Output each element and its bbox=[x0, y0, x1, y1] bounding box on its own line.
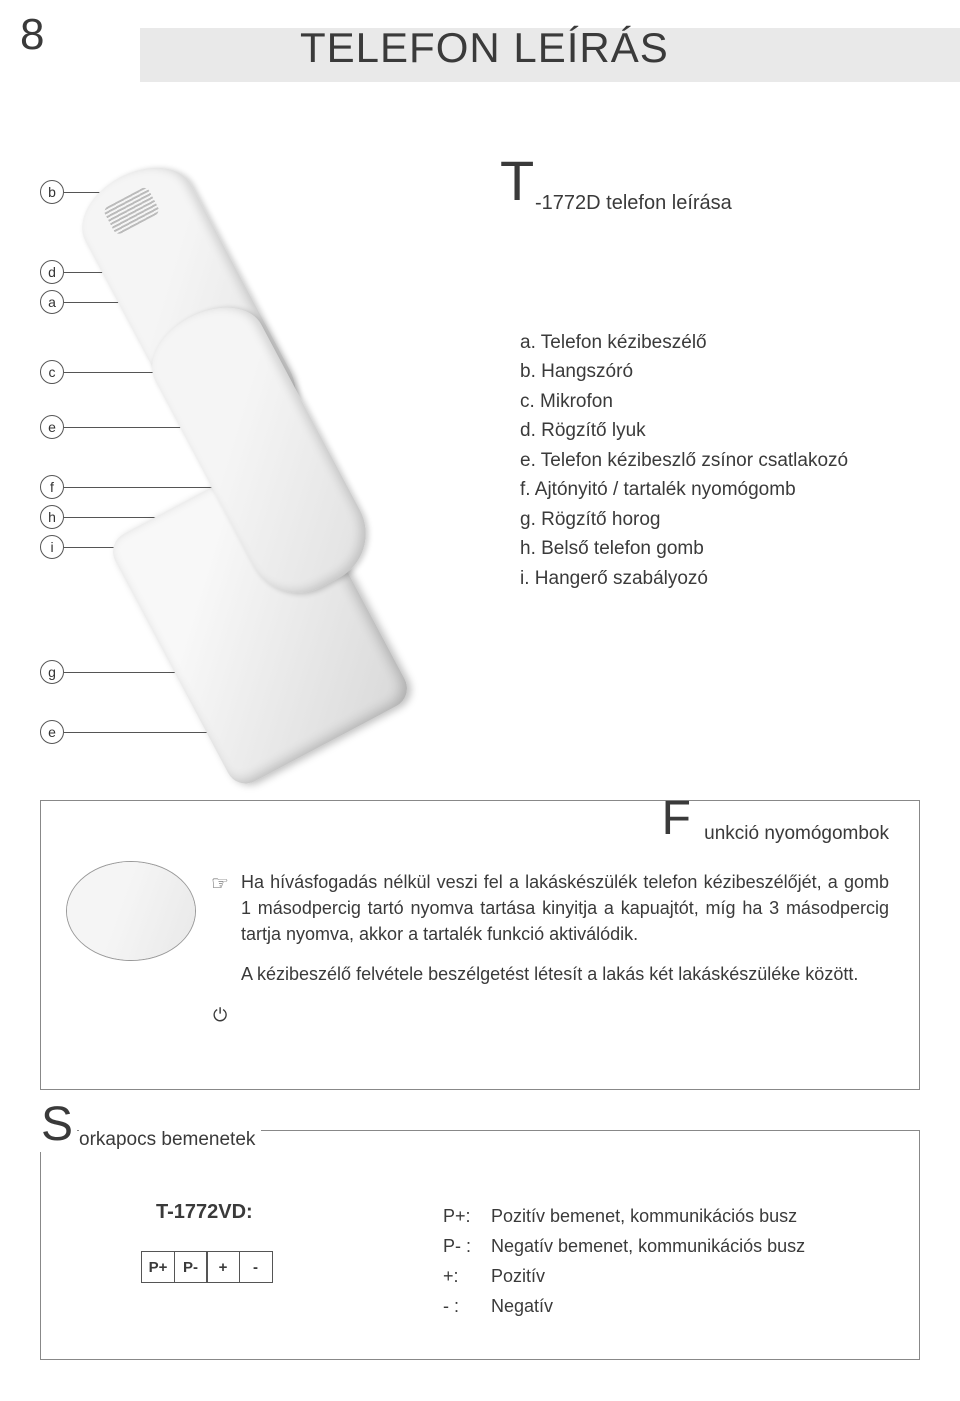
page-title: TELEFON LEÍRÁS bbox=[300, 24, 669, 72]
term-key: P- : bbox=[443, 1233, 489, 1261]
term-value: Pozitív bemenet, kommunikációs busz bbox=[491, 1203, 805, 1231]
power-icon: ⏻ bbox=[213, 1005, 227, 1026]
phone-diagram: b d a c e f h i g e bbox=[20, 100, 460, 740]
terminal-definitions: P+: Pozitív bemenet, kommunikációs busz … bbox=[441, 1201, 807, 1323]
table-row: P+: Pozitív bemenet, kommunikációs busz bbox=[443, 1203, 805, 1231]
function-heading: unkció nyomógombok bbox=[704, 823, 889, 845]
callout-label: h bbox=[40, 505, 64, 529]
table-row: - : Negatív bbox=[443, 1293, 805, 1321]
subtitle: -1772D telefon leírása bbox=[535, 192, 732, 215]
list-item: g. Rögzítő horog bbox=[520, 505, 848, 534]
speaker-grille-icon bbox=[102, 186, 160, 236]
terminal-cell: + bbox=[206, 1251, 240, 1283]
list-item: i. Hangerő szabályozó bbox=[520, 564, 848, 593]
terminal-inputs-section: S orkapocs bemenetek T-1772VD: P+ P- + -… bbox=[40, 1130, 920, 1360]
list-item: f. Ajtónyitó / tartalék nyomógomb bbox=[520, 475, 848, 504]
term-value: Negatív bbox=[491, 1293, 805, 1321]
terminal-heading: orkapocs bemenetek bbox=[79, 1129, 261, 1151]
term-key: P+: bbox=[443, 1203, 489, 1231]
paragraph: A kézibeszélő felvétele beszélgetést lét… bbox=[241, 961, 889, 987]
hand-point-icon: ☞ bbox=[211, 871, 229, 896]
callout-label: c bbox=[40, 360, 64, 384]
term-value: Negatív bemenet, kommunikációs busz bbox=[491, 1233, 805, 1261]
callout-label: d bbox=[40, 260, 64, 284]
term-key: - : bbox=[443, 1293, 489, 1321]
callout-label: i bbox=[40, 535, 64, 559]
terminal-cell: P+ bbox=[141, 1251, 175, 1283]
callout-label: e bbox=[40, 720, 64, 744]
function-dropcap: F bbox=[662, 791, 691, 846]
list-item: e. Telefon kézibeszlő zsínor csatlakozó bbox=[520, 446, 848, 475]
list-item: h. Belső telefon gomb bbox=[520, 534, 848, 563]
terminal-diagram: P+ P- + - bbox=[141, 1251, 273, 1283]
term-key: +: bbox=[443, 1263, 489, 1291]
parts-list: a. Telefon kézibeszélő b. Hangszóró c. M… bbox=[520, 328, 848, 593]
function-detail-illustration bbox=[66, 861, 196, 961]
paragraph: Ha hívásfogadás nélkül veszi fel a lakás… bbox=[241, 869, 889, 947]
list-item: c. Mikrofon bbox=[520, 387, 848, 416]
page-number: 8 bbox=[20, 10, 44, 60]
callout-label: a bbox=[40, 290, 64, 314]
terminal-cell: P- bbox=[174, 1251, 208, 1283]
callout-label: b bbox=[40, 180, 64, 204]
table-row: P- : Negatív bemenet, kommunikációs busz bbox=[443, 1233, 805, 1261]
subtitle-dropcap: T bbox=[500, 148, 534, 213]
model-label: T-1772VD: bbox=[156, 1201, 253, 1224]
list-item: b. Hangszóró bbox=[520, 357, 848, 386]
terminal-dropcap: S bbox=[37, 1097, 77, 1152]
list-item: d. Rögzítő lyuk bbox=[520, 416, 848, 445]
function-body: Ha hívásfogadás nélkül veszi fel a lakás… bbox=[241, 869, 889, 987]
terminal-cell: - bbox=[239, 1251, 273, 1283]
function-buttons-section: F unkció nyomógombok ☞ ⏻ Ha hívásfogadás… bbox=[40, 800, 920, 1090]
callout-label: e bbox=[40, 415, 64, 439]
callout-label: g bbox=[40, 660, 64, 684]
list-item: a. Telefon kézibeszélő bbox=[520, 328, 848, 357]
detail-shape bbox=[66, 861, 196, 961]
callout-label: f bbox=[40, 475, 64, 499]
term-value: Pozitív bbox=[491, 1263, 805, 1291]
table-row: +: Pozitív bbox=[443, 1263, 805, 1291]
